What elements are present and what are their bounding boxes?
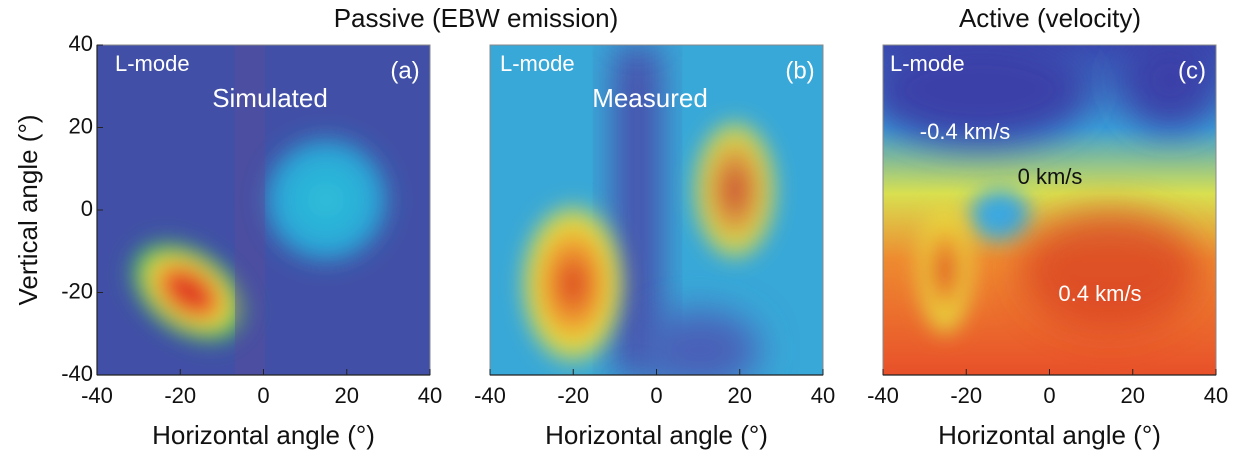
x-tick-label: 40	[418, 383, 442, 408]
header: Active (velocity)	[959, 3, 1141, 33]
annotation: L-mode	[115, 51, 190, 76]
heatmap-b	[490, 45, 823, 375]
annotation: L-mode	[890, 51, 965, 76]
x-axis-label: Horizontal angle (°)	[152, 420, 375, 450]
x-tick-label: 0	[257, 383, 269, 408]
annotation: L-mode	[500, 51, 575, 76]
annotation: Simulated	[212, 83, 328, 113]
annotation: 0 km/s	[1018, 164, 1083, 189]
x-tick-label: 0	[1043, 383, 1055, 408]
y-tick-label: -40	[61, 361, 93, 386]
x-axis-label: Horizontal angle (°)	[545, 420, 768, 450]
annotation: (b)	[785, 57, 814, 84]
annotation: (a)	[390, 57, 419, 84]
y-tick-label: 40	[69, 31, 93, 56]
x-tick-label: -20	[950, 383, 982, 408]
x-tick-label: 40	[811, 383, 835, 408]
y-tick-label: 0	[81, 196, 93, 221]
annotation: Measured	[592, 83, 708, 113]
header: Passive (EBW emission)	[334, 3, 619, 33]
annotation: (c)	[1178, 57, 1206, 84]
x-tick-label: 20	[1121, 383, 1145, 408]
y-axis-label: Vertical angle (°)	[13, 114, 43, 305]
heatmap-a	[97, 45, 430, 375]
heatmap-c	[883, 45, 1216, 375]
annotation: 0.4 km/s	[1058, 281, 1141, 306]
x-tick-label: 0	[650, 383, 662, 408]
annotation: -0.4 km/s	[920, 119, 1010, 144]
x-tick-label: -20	[557, 383, 589, 408]
y-tick-label: 20	[69, 113, 93, 138]
x-tick-label: -40	[867, 383, 899, 408]
x-tick-label: -40	[474, 383, 506, 408]
x-tick-label: -20	[164, 383, 196, 408]
x-axis-label: Horizontal angle (°)	[938, 420, 1161, 450]
x-tick-label: 20	[728, 383, 752, 408]
x-tick-label: 20	[335, 383, 359, 408]
x-tick-label: 40	[1204, 383, 1228, 408]
x-tick-label: -40	[81, 383, 113, 408]
y-tick-label: -20	[61, 278, 93, 303]
